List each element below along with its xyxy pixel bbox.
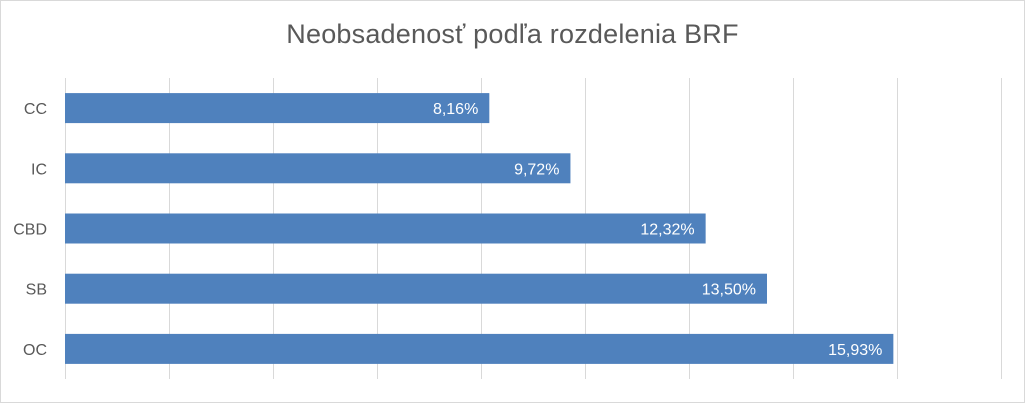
category-label-cbd: CBD — [13, 222, 47, 239]
category-label-ic: IC — [31, 161, 47, 178]
category-label-oc: OC — [23, 342, 47, 359]
data-label-ic: 9,72% — [514, 161, 559, 178]
chart-title: Neobsadenosť podľa rozdelenia BRF — [286, 19, 739, 49]
bar-sb — [65, 273, 767, 304]
bar-cbd — [65, 213, 706, 244]
data-label-cc: 8,16% — [433, 101, 478, 118]
data-label-cbd: 12,32% — [640, 222, 694, 239]
data-label-sb: 13,50% — [702, 282, 756, 299]
bar-ic — [65, 153, 571, 184]
bar-oc — [65, 333, 894, 364]
category-label-sb: SB — [26, 282, 47, 299]
data-label-oc: 15,93% — [828, 342, 882, 359]
bar-cc — [65, 93, 490, 124]
category-label-cc: CC — [24, 101, 47, 118]
